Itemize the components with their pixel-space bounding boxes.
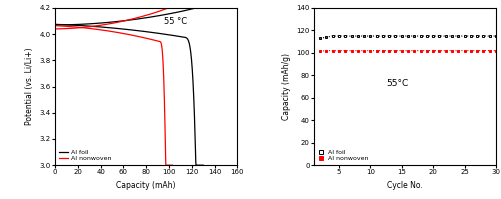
- X-axis label: Capacity (mAh): Capacity (mAh): [116, 181, 176, 190]
- Text: 55 °C: 55 °C: [164, 17, 187, 26]
- Text: 55°C: 55°C: [387, 79, 409, 88]
- X-axis label: Cycle No.: Cycle No.: [387, 181, 423, 190]
- Legend: Al foil, Al nonwoven: Al foil, Al nonwoven: [317, 149, 369, 162]
- Y-axis label: Capacity (mAh/g): Capacity (mAh/g): [282, 53, 291, 120]
- Legend: Al foil, Al nonwoven: Al foil, Al nonwoven: [58, 149, 112, 162]
- Y-axis label: Potential (vs. Li/Li+): Potential (vs. Li/Li+): [25, 48, 34, 125]
